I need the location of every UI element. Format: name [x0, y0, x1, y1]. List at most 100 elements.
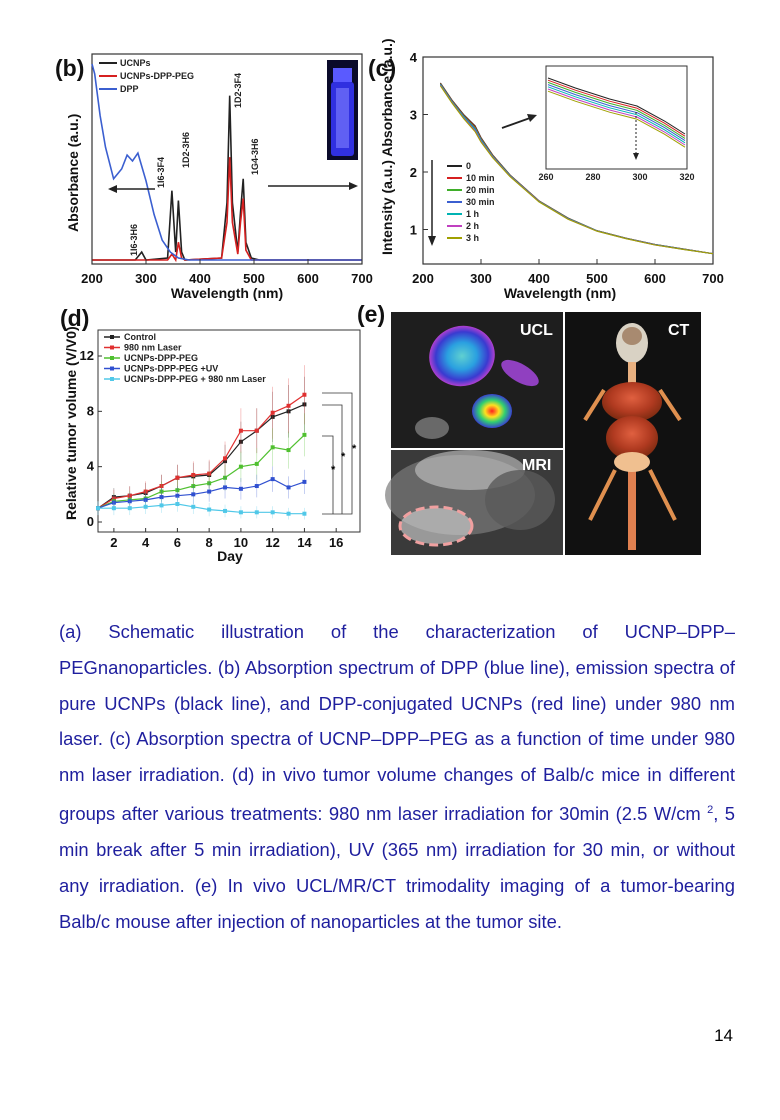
panel-d-point: [127, 493, 132, 498]
panel-e-label: (e): [357, 301, 385, 327]
panel-d-xtick-label: 12: [265, 535, 279, 550]
inset-xtick-label: 280: [585, 172, 600, 182]
panel-e: (e) UCL MRI: [357, 301, 701, 555]
panel-c-legend-label: 1 h: [466, 209, 479, 219]
caption-text-1: (a) Schematic illustration of the charac…: [59, 621, 735, 825]
transition-1i6-3h6: 1I6-3H6: [129, 224, 139, 256]
panel-c: (c) 1 2 3 4 200 300 400 500 600 700 0 10 min 20 mi…: [368, 38, 724, 301]
panel-d-point: [159, 503, 164, 508]
inset-series-4: [547, 86, 686, 144]
panel-c-xtick-label: 300: [470, 271, 492, 286]
panel-d-lines: [96, 365, 307, 520]
mri-label: MRI: [522, 457, 551, 474]
panel-b-xticks: 200 300 400 500 600 700: [81, 259, 373, 286]
panel-d-ytick-label: 0: [87, 514, 94, 529]
panel-d-legend-marker: [110, 377, 114, 381]
panel-d-legend-label: UCNPs-DPP-PEG +UV: [124, 364, 218, 374]
panel-d-xlabel: Day: [217, 548, 243, 564]
panel-d-yticks: 0 4 8 12: [80, 348, 102, 529]
inset-series-5: [547, 88, 686, 146]
panel-c-xtick-label: 400: [528, 271, 550, 286]
legend-ucnps-dpp-peg: UCNPs-DPP-PEG: [120, 71, 194, 81]
figure-caption: (a) Schematic illustration of the charac…: [59, 614, 735, 939]
panel-d-xticks: 2 4 6 8 10 12 14 16: [110, 528, 343, 550]
inset-xtick-label: 300: [632, 172, 647, 182]
panel-d-point: [270, 445, 275, 450]
significance-1: *: [352, 443, 357, 455]
panel-d-ytick-label: 8: [87, 403, 94, 418]
panel-d-point: [175, 475, 180, 480]
panel-d-point: [223, 485, 228, 490]
transition-1g4-3h6: 1G4-3H6: [250, 138, 260, 175]
panel-d-point: [254, 461, 259, 466]
left-arrow: [108, 185, 155, 193]
inset-series-1: [547, 79, 686, 137]
panel-b-lines: [91, 63, 362, 263]
panel-d-point: [238, 510, 243, 515]
page-number: 14: [714, 1026, 733, 1045]
panel-d-point: [127, 499, 132, 504]
panel-b-xtick-label: 500: [243, 271, 265, 286]
ucl-image: UCL: [391, 312, 563, 448]
panel-c-xtick-label: 600: [644, 271, 666, 286]
panel-d-xtick-label: 16: [329, 535, 343, 550]
panel-d-point: [127, 506, 132, 511]
panel-d-point: [254, 428, 259, 433]
panel-d-point: [286, 511, 291, 516]
panel-d-xtick-label: 8: [206, 535, 213, 550]
panel-d-point: [207, 481, 212, 486]
panel-d-point: [191, 472, 196, 477]
panel-d-point: [302, 402, 307, 407]
panel-d-point: [223, 508, 228, 513]
mri-image: MRI: [385, 450, 563, 555]
ucl-label: UCL: [520, 322, 553, 339]
inset-series-2: [547, 81, 686, 139]
transition-1d2-3h6: 1D2-3H6: [181, 132, 191, 168]
panel-d-point: [111, 506, 116, 511]
panel-d-point: [254, 484, 259, 489]
panel-d-legend-marker: [110, 345, 114, 350]
panel-c-ylabel: Intensity (a.u.) Absorbance (a.u.): [379, 38, 395, 255]
panel-b-xtick-label: 200: [81, 271, 103, 286]
panel-c-lines: [439, 82, 714, 255]
inset: 260 280 300 320: [538, 65, 695, 182]
panel-d-point: [223, 459, 228, 464]
panel-d-legend-label: Control: [124, 332, 156, 342]
panel-c-xtick-label: 200: [412, 271, 434, 286]
panel-c-legend-label: 10 min: [466, 173, 495, 183]
panel-c-xtick-label: 700: [702, 271, 724, 286]
caption-superscript: 2: [707, 803, 714, 816]
panel-b-label: (b): [55, 55, 84, 81]
panel-d-point: [286, 448, 291, 453]
panel-d-point: [159, 495, 164, 500]
panel-b-series-2: [91, 63, 362, 261]
panel-d-point: [96, 506, 100, 511]
ct-image: CT: [565, 312, 701, 555]
legend-dpp: DPP: [120, 84, 139, 94]
panel-d-xtick-label: 10: [234, 535, 248, 550]
vial-photo: [327, 60, 358, 160]
panel-d-point: [286, 485, 291, 490]
panel-c-legend-label: 20 min: [466, 185, 495, 195]
panel-d-legend-label: UCNPs-DPP-PEG + 980 nm Laser: [124, 374, 266, 384]
panel-d-xtick-label: 14: [297, 535, 312, 550]
panel-c-series-6: [439, 85, 714, 255]
inset-arrow: [501, 114, 537, 129]
panel-d-point: [191, 504, 196, 509]
panel-d-point: [238, 428, 243, 433]
panel-b: (b) UCNPs UCNPs-DPP-PEG DPP 1I6-3H6 1I6-…: [55, 53, 373, 301]
panel-d-point: [254, 510, 259, 515]
panel-d-point: [302, 511, 307, 516]
panel-b-frame: [91, 53, 363, 265]
figure: (b) UCNPs UCNPs-DPP-PEG DPP 1I6-3H6 1I6-…: [55, 38, 724, 564]
panel-d-xtick-label: 4: [142, 535, 150, 550]
panel-c-ytick-label: 1: [410, 223, 417, 238]
transition-1d2-3f4: 1D2-3F4: [233, 73, 243, 108]
significance-3: *: [331, 464, 336, 476]
panel-d-point: [159, 484, 164, 489]
panel-d-point: [270, 414, 275, 419]
right-arrow: [268, 182, 358, 190]
panel-d-point: [191, 492, 196, 497]
